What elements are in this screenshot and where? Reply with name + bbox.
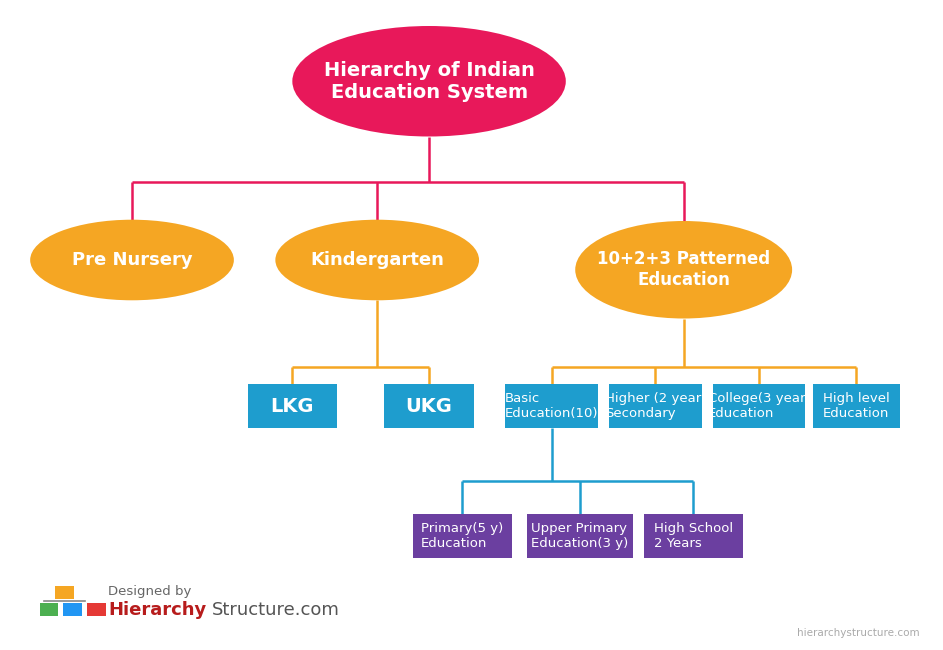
Text: Upper Primary
Education(3 y): Upper Primary Education(3 y) [531,522,629,551]
Text: Structure.com: Structure.com [212,601,340,619]
Text: Basic
Education(10): Basic Education(10) [505,392,599,421]
FancyBboxPatch shape [248,384,338,428]
FancyBboxPatch shape [413,514,512,558]
Ellipse shape [30,220,234,300]
FancyBboxPatch shape [505,384,598,428]
Ellipse shape [575,221,792,318]
FancyBboxPatch shape [63,603,82,616]
Text: UKG: UKG [405,396,453,416]
FancyBboxPatch shape [527,514,633,558]
Ellipse shape [275,220,479,300]
FancyBboxPatch shape [40,603,58,616]
FancyBboxPatch shape [385,384,474,428]
FancyBboxPatch shape [643,514,743,558]
Text: hierarchystructure.com: hierarchystructure.com [797,629,919,638]
Text: Primary(5 y)
Education: Primary(5 y) Education [421,522,504,551]
FancyBboxPatch shape [55,586,74,599]
Text: Hierarchy of Indian
Education System: Hierarchy of Indian Education System [323,60,535,102]
Text: 10+2+3 Patterned
Education: 10+2+3 Patterned Education [597,250,770,289]
Text: Designed by: Designed by [108,585,191,598]
FancyBboxPatch shape [87,603,106,616]
Ellipse shape [292,26,566,136]
Text: LKG: LKG [271,396,314,416]
Text: Hierarchy: Hierarchy [108,601,207,619]
FancyBboxPatch shape [609,384,702,428]
Text: College(3 year)
Education: College(3 year) Education [708,392,810,421]
Text: Higher (2 year)
Secondary: Higher (2 year) Secondary [604,392,706,421]
FancyBboxPatch shape [813,384,900,428]
Text: Kindergarten: Kindergarten [310,251,444,269]
Text: Pre Nursery: Pre Nursery [72,251,192,269]
Text: High School
2 Years: High School 2 Years [653,522,733,551]
FancyBboxPatch shape [713,384,805,428]
Text: High level
Education: High level Education [823,392,889,421]
